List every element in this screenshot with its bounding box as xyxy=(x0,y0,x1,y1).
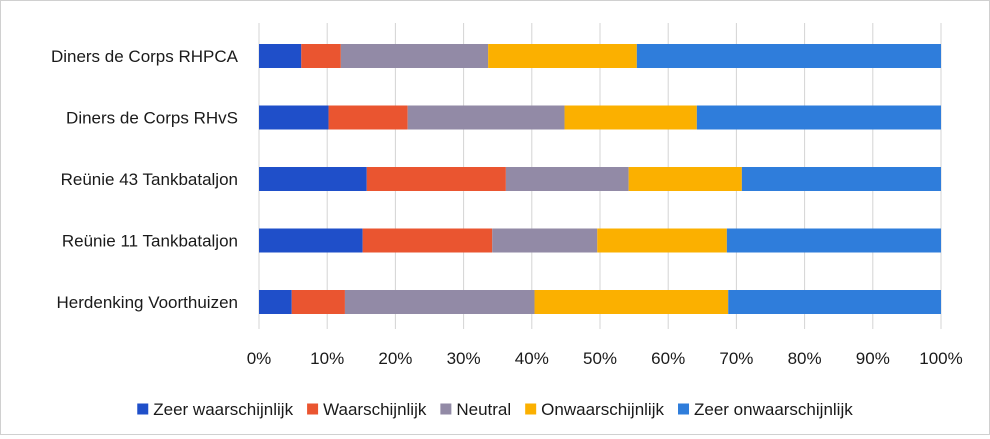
bar-segment xyxy=(628,167,742,191)
bars xyxy=(259,44,941,314)
x-tick-label: 30% xyxy=(447,349,481,368)
legend-label: Zeer onwaarschijnlijk xyxy=(694,400,853,419)
bar-segment xyxy=(366,167,506,191)
x-tick-labels: 0% 10% 20% 30% 40% 50% 60% 70% 80% 90% 100% xyxy=(247,349,963,368)
bar-segment xyxy=(488,44,637,68)
category-label: Herdenking Voorthuizen xyxy=(57,293,238,312)
x-tick-label: 60% xyxy=(651,349,685,368)
x-tick-label: 40% xyxy=(515,349,549,368)
x-tick-label: 70% xyxy=(719,349,753,368)
bar-segment xyxy=(564,105,697,130)
bar-segment xyxy=(726,228,941,253)
bar-segment xyxy=(344,290,535,314)
x-tick-label: 80% xyxy=(788,349,822,368)
category-label: Reünie 11 Tankbataljon xyxy=(62,232,238,251)
legend-label: Zeer waarschijnlijk xyxy=(153,400,293,419)
bar-segment xyxy=(492,228,598,253)
x-tick-label: 50% xyxy=(583,349,617,368)
bar-segment xyxy=(741,167,941,191)
bar-segment xyxy=(696,105,941,130)
category-label: Reünie 43 Tankbataljon xyxy=(61,170,238,189)
x-tick-label: 10% xyxy=(310,349,344,368)
bar-segment xyxy=(328,105,408,130)
legend-swatch xyxy=(137,403,149,415)
bar-segment xyxy=(407,105,565,130)
legend: Zeer waarschijnlijk Waarschijnlijk Neutral… xyxy=(137,400,853,419)
bar-segment xyxy=(259,167,367,191)
bar-segment xyxy=(259,228,363,253)
x-tick-label: 100% xyxy=(919,349,962,368)
category-label: Diners de Corps RHPCA xyxy=(51,47,239,66)
bar-segment xyxy=(362,228,493,253)
bar-segment xyxy=(301,44,341,68)
bar-segment xyxy=(636,44,941,68)
bar-segment xyxy=(291,290,345,314)
bar-segment xyxy=(534,290,729,314)
legend-label: Neutral xyxy=(456,400,511,419)
bar-segment xyxy=(259,290,292,314)
bar-segment xyxy=(259,44,302,68)
bar-segment xyxy=(597,228,727,253)
legend-swatch xyxy=(307,403,319,415)
legend-label: Waarschijnlijk xyxy=(323,400,427,419)
bar-segment xyxy=(259,105,329,130)
x-tick-label: 20% xyxy=(378,349,412,368)
category-label: Diners de Corps RHvS xyxy=(66,109,238,128)
x-tick-label: 0% xyxy=(247,349,272,368)
legend-label: Onwaarschijnlijk xyxy=(541,400,664,419)
bar-segment xyxy=(340,44,489,68)
legend-swatch xyxy=(525,403,537,415)
bar-segment xyxy=(505,167,629,191)
bar-segment xyxy=(728,290,941,314)
legend-swatch xyxy=(678,403,690,415)
x-tick-label: 90% xyxy=(856,349,890,368)
category-labels: Diners de Corps RHPCA Diners de Corps RHv… xyxy=(51,47,239,312)
legend-swatch xyxy=(440,403,452,415)
